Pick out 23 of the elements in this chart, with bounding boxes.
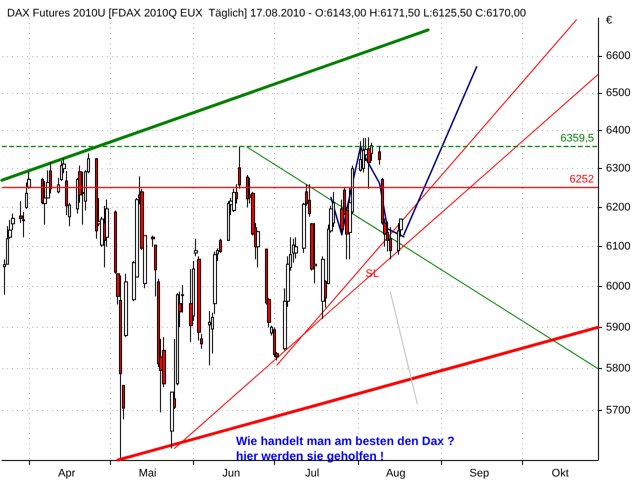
y-tick-label: 6100 [606, 240, 630, 253]
y-tick-label: 5800 [606, 362, 630, 375]
x-tick-label: Okt [552, 468, 569, 480]
x-tick-label: Apr [58, 468, 76, 480]
y-tick-label: 5700 [606, 404, 630, 417]
chart-title: DAX Futures 2010U [FDAX 2010Q EUX Täglich] 17.08.2010 - O:6143,00 H:6171,50 L:6125,50 C:6170,00 [7, 8, 526, 20]
y-axis-title: € [606, 14, 612, 26]
x-tick-label: Aug [386, 468, 406, 480]
y-tick-label: 5900 [606, 321, 630, 334]
annotation: Wie handelt man am besten den Dax ? [236, 434, 455, 448]
ref-line-label: 6359,5 [560, 132, 594, 144]
y-tick-label: 6300 [606, 162, 630, 175]
ref-line-label: 6252 [570, 174, 594, 186]
x-tick-label: Jul [305, 468, 320, 480]
y-tick-label: 6200 [606, 201, 630, 214]
y-tick-label: 6600 [606, 50, 630, 62]
y-tick-label: 6000 [606, 280, 630, 293]
x-tick-label: Mai [138, 468, 156, 480]
x-tick-label: Sep [470, 468, 490, 480]
y-tick-label: 6400 [606, 124, 630, 137]
y-tick-label: 6500 [606, 87, 630, 100]
x-tick-label: Jun [222, 468, 240, 480]
annotation: hier werden sie geholfen ! [236, 449, 384, 463]
